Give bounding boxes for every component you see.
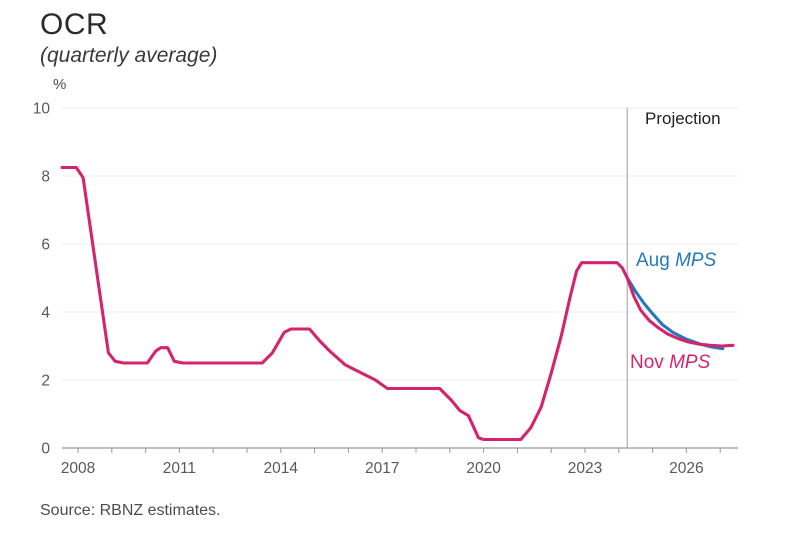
y-tick-label: 10 xyxy=(33,101,51,118)
x-tick-label: 2008 xyxy=(61,460,95,477)
y-tick-label: 8 xyxy=(41,169,50,186)
nov-mps-label-suffix: MPS xyxy=(669,352,711,373)
y-tick-label: 2 xyxy=(41,373,50,390)
aug-mps-label-suffix: MPS xyxy=(675,250,717,271)
source-note: Source: RBNZ estimates. xyxy=(40,502,221,519)
aug-mps-label-prefix: Aug xyxy=(636,250,670,271)
y-axis-unit-label: % xyxy=(53,76,67,93)
y-tick-label: 6 xyxy=(41,237,50,254)
x-tick-label: 2014 xyxy=(264,460,299,477)
x-tick-label: 2026 xyxy=(669,460,703,477)
x-tick-label: 2011 xyxy=(163,460,196,477)
y-tick-label: 0 xyxy=(41,441,50,458)
chart-title: OCR xyxy=(40,8,109,41)
nov-mps-label-prefix: Nov xyxy=(630,352,664,373)
series-line-nov-mps-projection xyxy=(625,276,735,348)
aug-mps-series-label: Aug MPS xyxy=(636,250,716,272)
projection-label: Projection xyxy=(645,109,721,128)
x-tick-label: 2017 xyxy=(365,460,399,477)
series-line-ocr-historical xyxy=(60,165,629,442)
y-tick-label: 4 xyxy=(41,305,50,322)
x-tick-label: 2023 xyxy=(568,460,602,477)
chart-subtitle: (quarterly average) xyxy=(40,44,218,67)
nov-mps-series-label: Nov MPS xyxy=(630,352,710,374)
x-tick-label: 2020 xyxy=(466,460,501,477)
